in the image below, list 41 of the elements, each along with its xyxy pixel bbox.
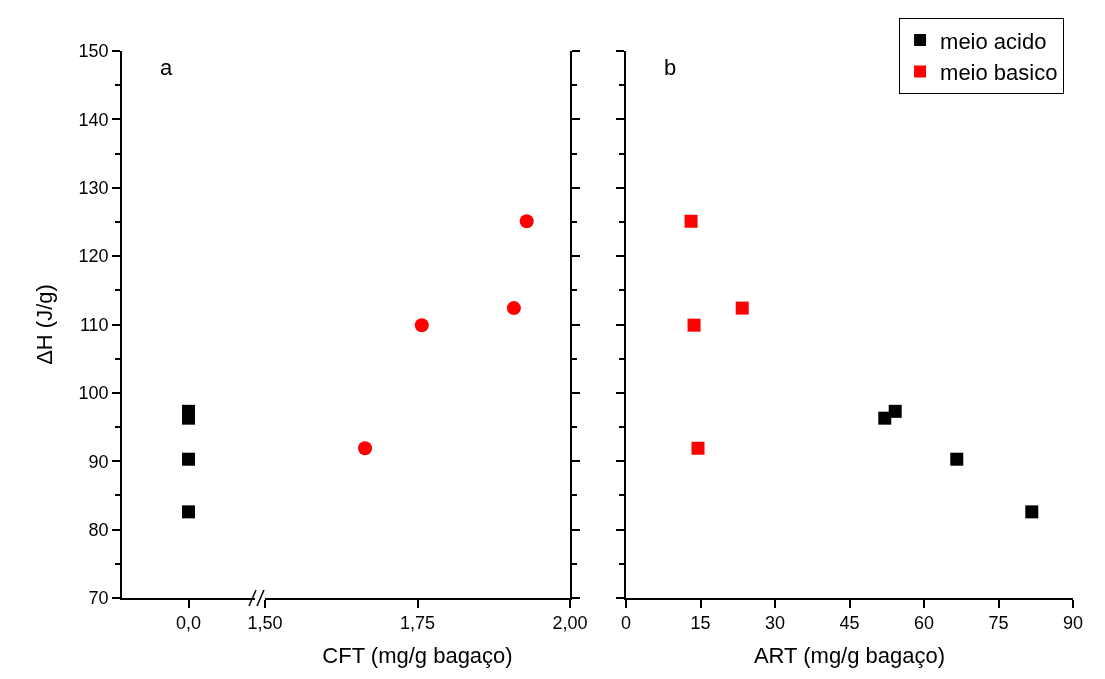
x-axis-title: CFT (mg/g bagaço)	[322, 642, 513, 668]
y-tick-label: 90	[88, 451, 109, 472]
y-axis-title: ΔH (J/g)	[31, 284, 57, 365]
x-tick-label: 75	[988, 613, 1009, 634]
point	[1025, 505, 1039, 519]
point	[414, 318, 429, 333]
point	[519, 214, 534, 229]
y-tick-label: 130	[78, 178, 109, 199]
x-tick-label: 2,00	[552, 613, 588, 634]
y-tick-label: 70	[88, 588, 109, 609]
y-tick-label: 120	[78, 246, 109, 267]
x-tick-label: 15	[690, 613, 711, 634]
x-axis-title: ART (mg/g bagaço)	[753, 642, 946, 668]
x-tick-label: 0,0	[175, 613, 202, 634]
annotation: a	[160, 55, 173, 80]
x-tick-label: 60	[913, 613, 935, 634]
point	[182, 452, 195, 466]
point	[182, 505, 195, 519]
x-tick-label: 1,50	[247, 613, 283, 634]
y-tick-label: 80	[88, 519, 109, 540]
x-tick-label: 30	[764, 613, 786, 634]
y-tick-label: 150	[78, 41, 109, 62]
point	[506, 301, 521, 316]
point	[735, 301, 749, 315]
y-tick-label: 110	[79, 314, 109, 335]
legend-label: meio acido	[940, 28, 1047, 54]
x-tick-label: 45	[839, 613, 860, 634]
x-tick-label: 0	[620, 613, 632, 634]
point	[358, 441, 373, 456]
point	[950, 452, 964, 466]
y-tick-label: 140	[78, 109, 109, 130]
x-tick-label: 1,75	[399, 613, 436, 634]
legend-label: meio basico	[940, 60, 1058, 86]
point	[888, 404, 902, 418]
point	[684, 214, 698, 228]
point	[691, 441, 705, 455]
point	[878, 411, 892, 425]
x-tick-label: 90	[1062, 613, 1084, 634]
annotation: b	[664, 55, 677, 80]
point	[687, 318, 701, 332]
y-tick-label: 100	[78, 383, 109, 404]
